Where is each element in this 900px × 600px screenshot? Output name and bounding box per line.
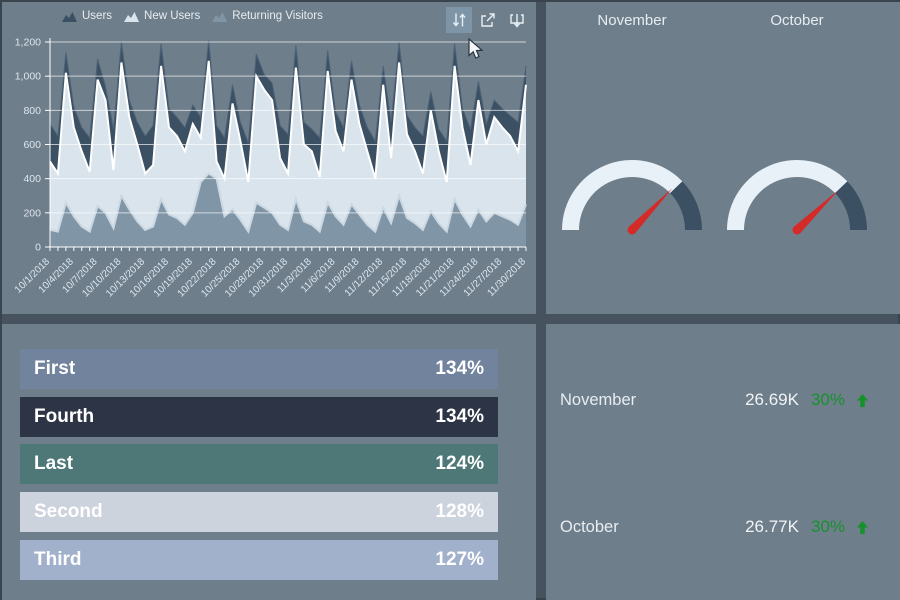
bar-last[interactable]: Last 124% [20,444,498,484]
visitors-area-chart[interactable]: 02004006008001,0001,20010/1/201810/4/201… [2,2,536,314]
panel-visitors-chart: Users New Users Returning Visitors [2,2,536,314]
bar-label: Second [34,501,103,522]
gauge-title-november: November [597,12,667,29]
maximize-button[interactable] [475,7,501,33]
maximize-icon [481,13,495,27]
svg-text:1,000: 1,000 [15,71,41,83]
bar-label: First [34,358,76,379]
svg-text:800: 800 [23,105,41,117]
trend-up-icon [855,520,870,535]
svg-text:600: 600 [23,139,41,151]
bar-value: 134% [435,358,484,379]
bar-label: Third [34,549,82,570]
legend-label: Returning Visitors [232,10,323,22]
legend-label: Users [82,10,113,22]
bar-value: 134% [435,406,484,427]
bar-third[interactable]: Third 127% [20,540,498,580]
swap-vertical-icon [452,13,466,27]
kpi-value: 26.77K [745,517,799,536]
area-series-icon [62,11,77,22]
legend-label: New Users [144,10,201,22]
bar-label: Fourth [34,406,95,427]
svg-text:400: 400 [23,173,41,185]
kpi-delta: 30% [810,517,845,536]
legend-item-new-users[interactable]: New Users [124,10,200,22]
export-download-icon [510,14,524,28]
bar-label: Last [34,453,74,474]
kpi-label: October [560,517,619,536]
bar-second[interactable]: Second 128% [20,492,498,532]
legend-item-returning-visitors[interactable]: Returning Visitors [212,10,323,22]
chart-toolbar [446,7,530,33]
chart-legend: Users New Users Returning Visitors [62,10,323,22]
kpi-row-november: November 26.69K 30% [546,380,900,420]
panel-gauges: November October [546,2,900,314]
gauge-title-october: October [770,12,824,29]
gauge-october [727,160,867,235]
kpi-value: 26.69K [745,390,799,409]
area-series-icon [124,11,140,22]
kpi-row-october: October 26.77K 30% [546,507,900,547]
trend-up-icon [855,393,870,408]
panel-ranking-bars: First 134% Fourth 134% Last 124% Second … [2,324,536,600]
bar-value: 128% [435,501,484,522]
legend-item-users[interactable]: Users [62,10,112,22]
export-button[interactable] [504,7,530,33]
bar-first[interactable]: First 134% [20,349,498,389]
svg-text:0: 0 [35,242,41,254]
kpi-label: November [560,390,637,409]
bar-value: 127% [435,549,484,570]
area-series-icon [212,11,228,22]
svg-text:200: 200 [23,207,41,219]
bar-value: 124% [435,453,484,474]
svg-text:1,200: 1,200 [15,37,41,49]
bar-fourth[interactable]: Fourth 134% [20,397,498,437]
panel-kpis: November 26.69K 30% October 26.77K 30% [546,324,900,600]
swap-axes-button[interactable] [446,7,472,33]
kpi-delta: 30% [810,390,845,409]
gauge-november [562,160,702,235]
